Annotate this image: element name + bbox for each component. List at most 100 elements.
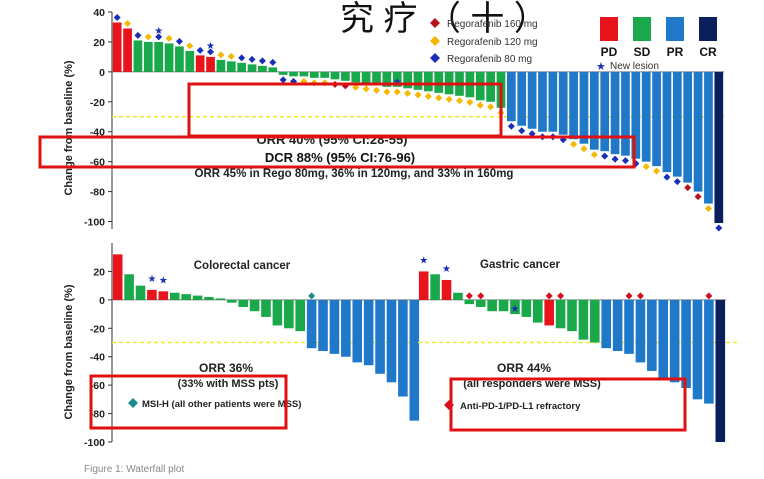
gastric-title: Gastric cancer	[480, 259, 560, 271]
gastric-bar-1	[430, 274, 440, 300]
colorectal-bar-26	[409, 299, 420, 421]
overall-dose-marker-44	[570, 140, 578, 148]
overall-bar-38	[506, 71, 516, 122]
overall-dose-marker-39	[518, 127, 526, 135]
colorectal-msi-legend: MSI-H (all other patients were MSS)	[142, 399, 301, 410]
overall-dose-marker-56	[694, 193, 702, 201]
colorectal-bar-14	[272, 299, 283, 326]
overall-dose-marker-24	[362, 85, 370, 93]
overall-new-lesion-27: ★	[393, 77, 402, 88]
highlight-box-msi	[89, 374, 288, 430]
colorectal-msi-h-marker-17	[308, 292, 316, 300]
gastric-bar-23	[681, 299, 691, 388]
colorectal-bar-19	[329, 299, 340, 354]
overall-dcr-annotation: DCR 88% (95% CI:76-96)	[265, 150, 415, 165]
overall-dose-marker-55	[684, 184, 692, 192]
overall-legend: Regorafenib 160 mg Regorafenib 120 mg Re…	[430, 17, 717, 73]
overall-bar-39	[517, 71, 527, 126]
diamond-marker-160-icon	[430, 18, 440, 28]
gastric-refractory-marker-18	[625, 292, 633, 300]
y-tick-label-20: 20	[93, 37, 105, 49]
colorectal-bar-22	[363, 299, 374, 366]
overall-bar-20	[320, 71, 330, 78]
overall-dose-marker-54	[673, 178, 681, 186]
colorectal-bar-13	[261, 299, 271, 317]
overall-dose-marker-26	[383, 88, 391, 96]
overall-dose-marker-52	[653, 167, 661, 175]
overall-bar-14	[258, 65, 267, 72]
colorectal-markers: ★ ★	[147, 274, 316, 300]
y-tick-label--80: -80	[90, 409, 105, 421]
gastric-bar-19	[635, 299, 646, 363]
overall-dose-marker-47	[601, 152, 609, 160]
gastric-bar-17	[612, 299, 623, 352]
colorectal-bar-16	[295, 299, 306, 332]
overall-dose-marker-36	[487, 103, 495, 111]
overall-bar-9	[206, 56, 215, 72]
overall-bar-19	[309, 71, 319, 78]
colorectal-bar-6	[181, 294, 191, 300]
gastric-bar-11	[544, 299, 554, 326]
overall-bar-15	[268, 67, 278, 72]
overall-dose-markers: ★ ★ ★	[113, 13, 723, 232]
gastric-bars	[418, 271, 726, 442]
gastric-new-lesion-0: ★	[419, 255, 428, 266]
overall-dose-marker-14	[258, 57, 266, 65]
overall-bar-53	[662, 71, 672, 173]
highlight-box-dcr	[38, 135, 636, 169]
overall-bar-6	[175, 46, 184, 72]
legend-dose-120-label: Regorafenib 120 mg	[447, 37, 538, 48]
overall-dose-marker-15	[269, 58, 277, 66]
gastric-bar-5	[475, 299, 486, 307]
colorectal-bar-17	[306, 299, 317, 349]
legend-label-pr: PR	[667, 45, 684, 59]
overall-bar-55	[683, 71, 693, 183]
overall-dose-marker-5	[165, 34, 173, 42]
legend-dose-80: Regorafenib 80 mg	[430, 53, 532, 65]
highlight-box-sd-region	[187, 82, 503, 138]
gastric-bar-13	[567, 299, 577, 332]
overall-bar-0	[112, 22, 122, 72]
gastric-new-lesion-8: ★	[510, 304, 519, 315]
diamond-marker-120-icon	[430, 36, 440, 46]
overall-bar-50	[631, 71, 641, 159]
gastric-refractory-marker-11	[545, 292, 553, 300]
legend-dose-120: Regorafenib 120 mg	[430, 36, 538, 48]
gastric-bar-6	[487, 299, 497, 312]
overall-dose-marker-16	[279, 76, 287, 84]
overall-bar-31	[434, 71, 444, 93]
overall-bar-30	[424, 71, 433, 92]
colorectal-bar-8	[204, 297, 214, 300]
y-tick-label--100: -100	[84, 217, 105, 229]
gastric-bar-16	[601, 299, 612, 349]
overall-bar-40	[527, 71, 537, 129]
colorectal-bar-12	[249, 299, 260, 312]
overall-bar-26	[382, 71, 392, 87]
gastric-refractory-marker-4	[465, 292, 473, 300]
overall-bar-12	[237, 62, 247, 72]
overall-dose-marker-49	[621, 157, 629, 165]
overall-bar-8	[195, 55, 205, 72]
gastric-bar-25	[704, 299, 714, 404]
overall-dose-marker-27	[393, 88, 401, 96]
overall-bar-25	[372, 71, 381, 86]
overall-bar-56	[693, 71, 703, 192]
overall-bar-49	[621, 71, 630, 156]
legend-dose-160-label: Regorafenib 160 mg	[447, 19, 538, 30]
colorectal-bar-3	[147, 289, 157, 300]
overall-new-lesion-4: ★	[154, 26, 163, 37]
legend-swatch-pd	[600, 17, 618, 41]
colorectal-bar-24	[386, 299, 397, 383]
overall-bar-48	[610, 71, 620, 155]
gastric-refractory-marker-5	[477, 292, 485, 300]
gastric-bar-4	[464, 299, 475, 305]
overall-dose-marker-34	[466, 98, 474, 106]
gastric-refractory-marker-25	[705, 292, 713, 300]
gastric-panel: ★ ★ ★ Gastric cancer ORR 44% (all responde…	[418, 255, 740, 442]
y-tick-label--20: -20	[90, 97, 105, 109]
legend-dose-80-label: Regorafenib 80 mg	[447, 54, 532, 65]
overall-bar-36	[486, 71, 495, 102]
overall-dose-marker-9	[207, 48, 215, 56]
overall-dose-marker-7	[186, 42, 194, 50]
